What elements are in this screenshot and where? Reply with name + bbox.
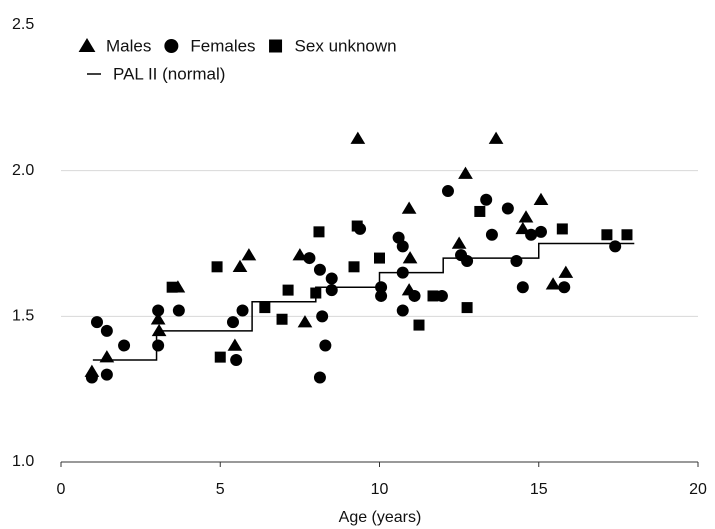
- legend-label: Females: [190, 36, 255, 55]
- point: [510, 254, 523, 267]
- point: [350, 131, 366, 144]
- point: [558, 281, 571, 294]
- point: [525, 228, 538, 241]
- point: [396, 240, 409, 253]
- point: [348, 261, 360, 273]
- point: [214, 351, 226, 363]
- point: [316, 310, 329, 323]
- point: [402, 251, 418, 264]
- point: [534, 225, 547, 238]
- point: [227, 338, 243, 351]
- point: [100, 324, 113, 337]
- point: [226, 316, 239, 329]
- point: [601, 229, 613, 241]
- point: [211, 261, 223, 273]
- point: [319, 339, 332, 352]
- x-axis-label: Age (years): [339, 509, 422, 526]
- y-tick-label: 2.5: [12, 16, 34, 33]
- point: [90, 316, 103, 329]
- point: [401, 201, 417, 214]
- point: [282, 284, 294, 296]
- y-tick-label: 1.0: [12, 453, 34, 470]
- point: [85, 371, 98, 384]
- point: [556, 223, 568, 235]
- point: [236, 304, 249, 317]
- point: [230, 354, 243, 367]
- legend-swatch: [164, 39, 179, 53]
- point: [313, 371, 326, 384]
- x-tick-label: 10: [371, 481, 389, 498]
- point: [408, 289, 421, 302]
- point: [458, 166, 473, 179]
- point: [152, 304, 165, 317]
- point: [152, 339, 165, 352]
- point: [151, 323, 167, 337]
- x-tick-label: 5: [216, 481, 225, 498]
- point: [518, 210, 534, 223]
- point: [374, 252, 385, 264]
- point: [241, 248, 257, 261]
- point: [533, 192, 549, 206]
- point: [259, 302, 271, 314]
- y-tick-label: 1.5: [12, 308, 34, 325]
- x-tick-label: 15: [530, 481, 548, 498]
- point: [621, 229, 633, 241]
- step-line: [92, 242, 635, 361]
- legend-swatch: [78, 38, 96, 52]
- point: [232, 259, 248, 273]
- x-tick-label: 20: [689, 481, 707, 498]
- legend-label: PAL II (normal): [113, 64, 225, 83]
- point: [501, 202, 514, 215]
- point: [172, 304, 185, 317]
- point: [276, 313, 288, 325]
- y-tick-label: 2.0: [12, 162, 34, 179]
- point: [545, 277, 561, 290]
- point: [375, 289, 388, 302]
- point: [427, 290, 439, 302]
- point: [325, 272, 338, 285]
- point: [313, 263, 326, 276]
- legend-label: Males: [106, 36, 151, 55]
- point: [166, 281, 178, 293]
- x-tick-label: 0: [57, 481, 66, 498]
- point: [516, 281, 529, 294]
- point: [609, 240, 622, 253]
- legend-swatch: [269, 39, 283, 53]
- point: [118, 339, 131, 352]
- legend-label: Sex unknown: [295, 36, 397, 55]
- point: [485, 228, 498, 241]
- point: [558, 265, 574, 278]
- point: [351, 220, 363, 232]
- point: [396, 304, 409, 317]
- point: [474, 205, 486, 217]
- point: [461, 302, 473, 314]
- point: [150, 312, 166, 325]
- point: [313, 226, 325, 238]
- point: [488, 131, 504, 144]
- point: [303, 252, 316, 265]
- point: [413, 319, 425, 331]
- point: [435, 289, 448, 302]
- point: [297, 315, 313, 328]
- point: [480, 193, 493, 206]
- point: [441, 185, 454, 198]
- point: [461, 254, 474, 267]
- point: [100, 368, 113, 381]
- point: [451, 236, 467, 249]
- point: [375, 281, 388, 294]
- point: [325, 284, 338, 297]
